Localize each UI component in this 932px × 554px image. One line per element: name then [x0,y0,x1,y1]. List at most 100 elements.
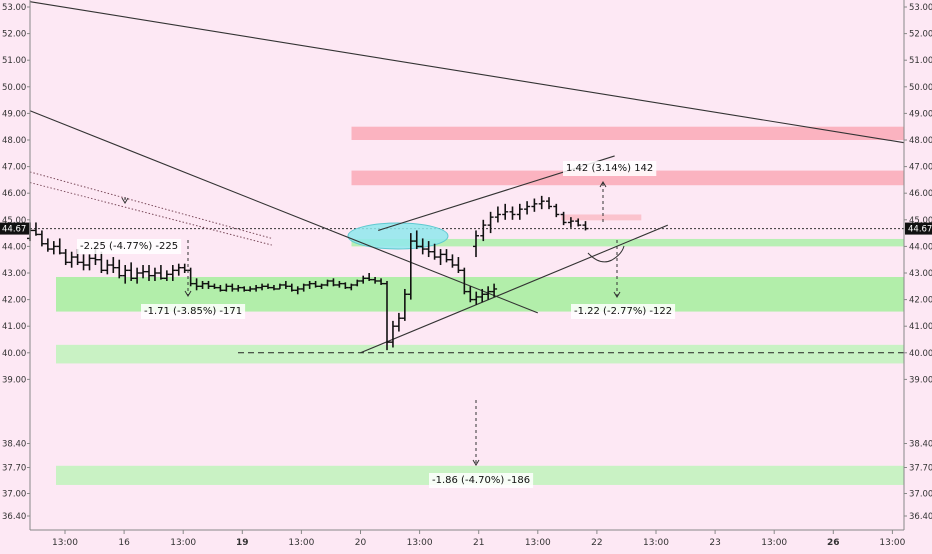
candle [342,282,349,289]
candle [288,283,295,292]
y-tick-label-left: 51.00 [2,56,26,66]
y-tick-label-left: 38.40 [2,440,26,450]
support-zone [56,344,904,364]
candle [473,230,479,258]
candle [282,280,289,289]
y-tick-label-left: 50.00 [2,83,26,93]
measure-annotation: 1.42 (3.14%) 142 [563,161,657,222]
candle [531,198,538,212]
candle [461,267,468,295]
y-tick-label-right: 47.00 [909,163,932,173]
y-tick-label-left: 47.00 [2,163,26,173]
support-zone [351,238,904,247]
y-tick-label-right: 41.00 [909,322,932,332]
y-tick-label-right: 43.00 [909,269,932,279]
y-tick-label-left: 41.00 [2,322,26,332]
price-badge-right [905,222,932,235]
trend-lines-layer [29,1,905,354]
candle [110,257,117,273]
candle [425,241,432,258]
annotation-bg [563,161,657,176]
candle [360,275,367,284]
y-tick-label-left: 45.00 [2,216,26,226]
resistance-zone [351,126,904,140]
candle [306,280,313,289]
candle [205,280,212,289]
candle [247,286,254,292]
candle [509,206,516,220]
candle [354,279,361,287]
candle [217,284,224,292]
y-tick-label-right: 50.00 [909,83,932,93]
candle [56,238,63,255]
candle [86,254,93,271]
candle [575,218,582,227]
candle [348,283,355,291]
trend-line-solid [29,110,539,314]
candle [128,262,135,281]
candle [419,238,426,255]
candle [480,219,487,242]
y-tick-label-left: 46.00 [2,189,26,199]
candle [44,238,51,252]
candle [516,203,523,220]
candle [401,288,408,321]
y-tick-label-left: 39.00 [2,375,26,385]
candle [467,286,474,303]
y-tick-label-right: 49.00 [909,109,932,119]
y-tick-label-left: 44.00 [2,242,26,252]
candle [98,251,105,273]
x-tick-label: 20 [355,538,367,548]
x-tick-label: 13:00 [288,538,314,548]
candle [122,265,129,284]
resistance-zone [561,214,642,221]
candle [134,267,141,284]
annotation-label: 1.42 (3.14%) 142 [566,163,653,174]
y-tick-label-left: 37.70 [2,464,26,474]
candle [318,283,325,289]
y-tick-label-left: 37.00 [2,490,26,500]
resistance-zone [351,170,904,186]
y-tick-label-right: 37.00 [909,490,932,500]
annotation-bg [571,304,676,319]
x-tick-label: 21 [473,538,484,548]
y-tick-label-right: 51.00 [909,56,932,66]
candle [479,288,486,303]
y-tick-label-left: 52.00 [2,30,26,40]
x-tick-label: 13:00 [643,538,669,548]
candle [38,230,45,247]
y-tick-label-right: 38.40 [909,440,932,450]
y-tick-label-left: 49.00 [2,109,26,119]
candle [443,249,450,263]
candle [553,203,560,218]
annotation-label: -1.71 (-3.85%) -171 [144,306,242,317]
trend-line-solid [29,1,905,144]
y-tick-label-left: 53.00 [2,3,26,13]
candle [455,257,462,273]
x-tick-label: 13:00 [761,538,787,548]
candles-layer [27,195,589,351]
candle [330,278,337,287]
y-tick-label-right: 45.00 [909,216,932,226]
candle [241,286,248,292]
measure-annotation: -1.86 (-4.70%) -186 [429,400,534,488]
candle [157,265,164,280]
annotation-label: -1.86 (-4.70%) -186 [432,475,530,486]
candle [294,286,301,295]
candle [223,283,230,292]
highlight-ellipse [347,222,449,250]
candle [146,265,152,281]
candle [211,283,218,289]
candle [336,280,343,288]
measure-annotation: -2.25 (-4.77%) -225 [77,197,182,254]
x-tick-label: 13:00 [879,538,905,548]
candle [265,283,271,289]
measure-annotation: -1.22 (-2.77%) -122 [571,240,676,319]
x-tick-label: 26 [827,538,840,548]
candle [253,284,260,292]
candle [491,283,498,297]
candle [524,201,531,215]
candle [32,222,39,236]
